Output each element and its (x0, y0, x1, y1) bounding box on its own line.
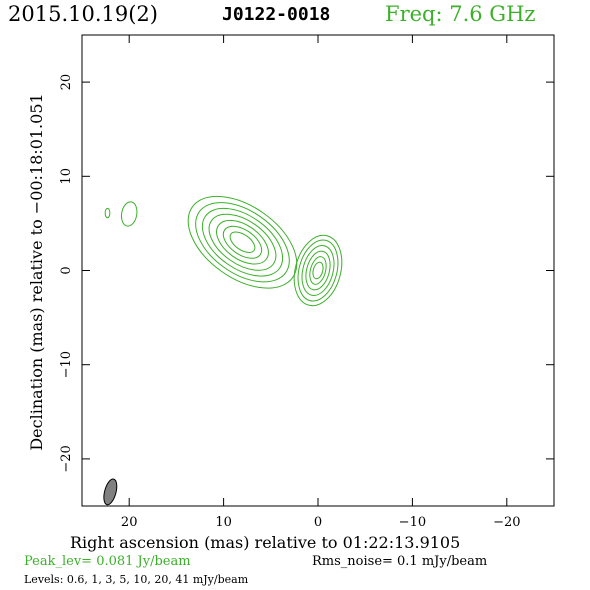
beam-ellipse (103, 478, 118, 506)
peak-level: Peak_lev= 0.081 Jy/beam (24, 554, 191, 569)
contour-jet (208, 213, 277, 271)
x-axis-label: Right ascension (mas) relative to 01:22:… (70, 533, 461, 552)
y-tick-label: −20 (59, 445, 74, 472)
rms-noise: Rms_noise= 0.1 mJy/beam (312, 554, 488, 569)
y-tick-label: 20 (59, 74, 74, 91)
y-tick-label: 0 (59, 266, 74, 274)
contour-jet (229, 231, 256, 253)
x-tick-label: 0 (314, 515, 322, 530)
contour-core (293, 234, 343, 307)
title-frequency: Freq: 7.6 GHz (385, 2, 536, 26)
contour-blob-a (120, 201, 138, 227)
y-axis-label: Declination (mas) relative to −00:18:01.… (27, 93, 46, 450)
x-tick-label: 10 (215, 515, 232, 530)
contour-core (305, 250, 331, 291)
contour-jet (222, 225, 263, 259)
contour-jet (187, 195, 298, 289)
y-tick-label: 10 (59, 168, 74, 185)
axes: 20 10 0 −10 −20 20 10 0 −10 −20 (59, 35, 554, 530)
x-tick-label: 20 (121, 515, 138, 530)
x-tick-label: −20 (493, 515, 520, 530)
contour-jet (195, 202, 290, 283)
x-tick-label: −10 (399, 515, 426, 530)
title-source: J0122-0018 (222, 4, 331, 25)
contour-core (297, 239, 339, 302)
contour-layer (103, 195, 343, 506)
plot-frame (81, 34, 555, 507)
contour-levels: Levels: 0.6, 1, 3, 5, 10, 20, 41 mJy/bea… (24, 573, 249, 586)
contour-core (309, 256, 327, 285)
contour-jet (201, 207, 284, 277)
contour-jet (216, 219, 269, 265)
contour-core (312, 261, 324, 280)
contour-blob-b (104, 207, 111, 219)
contour-core (301, 245, 335, 296)
y-tick-label: −10 (59, 351, 74, 378)
title-date: 2015.10.19(2) (8, 2, 158, 26)
